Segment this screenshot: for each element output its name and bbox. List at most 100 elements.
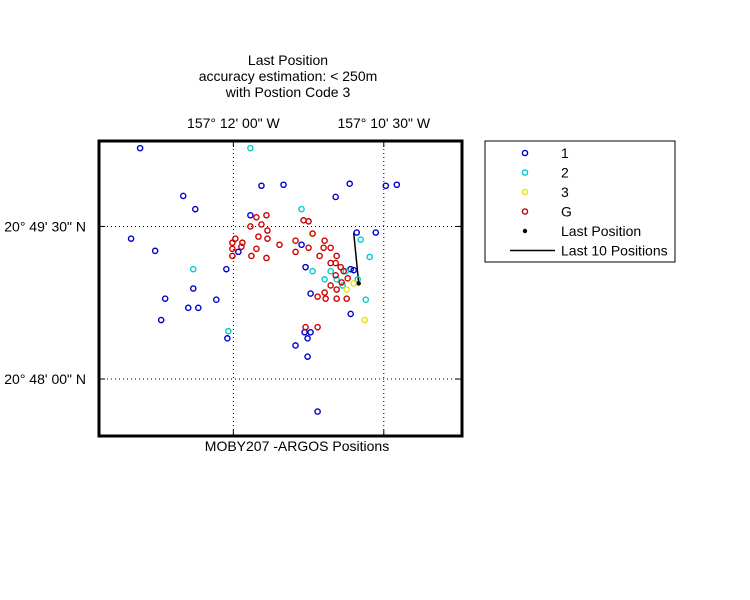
legend-marker bbox=[521, 149, 529, 157]
point-series-G bbox=[316, 252, 323, 260]
legend-entry: 3 bbox=[521, 184, 569, 200]
point-series-G bbox=[263, 211, 270, 219]
point-series-G bbox=[239, 239, 246, 247]
point-series-2 bbox=[225, 327, 232, 335]
point-series-1 bbox=[280, 181, 287, 189]
point-series-1 bbox=[307, 290, 314, 297]
point-series-G bbox=[229, 239, 236, 247]
axis-ticks: 157° 12' 00" W 157° 10' 30" W 20° 49' 30" … bbox=[4, 115, 462, 436]
point-series-G bbox=[264, 235, 271, 242]
point-series-1 bbox=[151, 247, 159, 255]
point-series-G bbox=[332, 271, 339, 279]
legend-entry: Last Position bbox=[522, 223, 641, 239]
point-series-2 bbox=[327, 267, 334, 275]
point-series-G bbox=[292, 237, 299, 244]
point-series-2 bbox=[298, 205, 305, 213]
point-series-G bbox=[229, 252, 236, 260]
legend-marker bbox=[521, 208, 529, 215]
point-series-2 bbox=[362, 296, 370, 303]
point-series-G bbox=[338, 279, 345, 286]
point-series-G bbox=[255, 233, 262, 240]
point-series-1 bbox=[301, 328, 308, 336]
point-series-2 bbox=[189, 265, 197, 273]
point-series-3 bbox=[350, 280, 358, 287]
point-series-G bbox=[248, 252, 255, 260]
point-series-1 bbox=[314, 408, 321, 415]
point-series-3 bbox=[361, 316, 369, 324]
point-series-1 bbox=[347, 310, 354, 318]
point-series-G bbox=[333, 252, 340, 260]
point-series-G bbox=[340, 267, 347, 275]
point-series-G bbox=[264, 227, 271, 234]
point-series-2 bbox=[333, 276, 340, 283]
legend-entry: 2 bbox=[521, 165, 569, 181]
point-series-1 bbox=[332, 193, 339, 201]
point-series-2 bbox=[339, 282, 346, 289]
point-series-G bbox=[302, 323, 309, 331]
y-tick-label: 20° 48' 00" N bbox=[4, 371, 86, 387]
title-line-2: accuracy estimation: < 250m bbox=[199, 68, 378, 84]
point-series-1 bbox=[223, 265, 230, 273]
point-series-2 bbox=[321, 276, 328, 283]
legend-entry: 1 bbox=[521, 145, 569, 161]
point-series-2 bbox=[309, 267, 316, 275]
legend-entry: Last 10 Positions bbox=[510, 243, 668, 259]
point-series-G bbox=[253, 245, 260, 253]
title-line-1: Last Position bbox=[248, 52, 328, 68]
point-series-1 bbox=[298, 241, 305, 249]
point-series-2 bbox=[366, 253, 374, 261]
point-series-3 bbox=[343, 286, 350, 293]
point-series-G bbox=[305, 218, 312, 225]
point-series-G bbox=[238, 243, 245, 251]
point-series-G bbox=[263, 254, 270, 262]
point-series-G bbox=[305, 244, 312, 252]
point-series-1 bbox=[346, 180, 353, 188]
point-series-G bbox=[327, 282, 334, 289]
point-series-G bbox=[309, 230, 316, 237]
point-series-1 bbox=[184, 304, 192, 312]
point-series-G bbox=[258, 221, 265, 228]
point-series-G bbox=[314, 323, 321, 331]
point-series-1 bbox=[224, 335, 231, 342]
legend-label: Last Position bbox=[561, 223, 641, 239]
chart-title: Last Position accuracy estimation: < 250… bbox=[199, 52, 378, 100]
legend-box bbox=[484, 140, 676, 263]
x-tick-label: 157° 12' 00" W bbox=[187, 115, 280, 131]
point-series-G bbox=[292, 248, 299, 256]
legend-label: 3 bbox=[561, 184, 569, 200]
point-series-G bbox=[232, 235, 239, 242]
legend-marker bbox=[522, 228, 528, 234]
data-points bbox=[127, 144, 401, 415]
point-series-1 bbox=[258, 182, 265, 190]
point-series-1 bbox=[191, 205, 199, 213]
point-series-G bbox=[337, 263, 344, 271]
point-series-G bbox=[344, 275, 351, 282]
point-series-1 bbox=[235, 248, 242, 256]
point-series-1 bbox=[302, 263, 309, 271]
legend-marker bbox=[521, 169, 529, 176]
point-series-1 bbox=[127, 235, 135, 242]
point-series-1 bbox=[136, 144, 144, 152]
plot-frame bbox=[97, 139, 464, 438]
point-series-G bbox=[327, 244, 334, 252]
point-series-1 bbox=[353, 229, 361, 236]
point-series-G bbox=[321, 237, 328, 244]
point-series-1 bbox=[307, 328, 314, 336]
point-series-1 bbox=[372, 229, 380, 236]
point-series-1 bbox=[161, 295, 169, 302]
point-series-G bbox=[333, 286, 340, 293]
title-line-3: with Postion Code 3 bbox=[225, 84, 351, 100]
point-series-G bbox=[247, 223, 254, 230]
point-series-1 bbox=[194, 304, 202, 312]
last-position-point bbox=[356, 281, 361, 286]
legend: 1 2 3 G Last Position Last 10 Positions bbox=[484, 140, 676, 263]
point-series-2 bbox=[357, 236, 365, 243]
point-series-G bbox=[343, 295, 350, 302]
point-series-G bbox=[322, 295, 329, 302]
legend-label: G bbox=[561, 204, 572, 220]
point-series-2 bbox=[247, 144, 254, 152]
point-series-G bbox=[229, 245, 236, 253]
point-series-1 bbox=[304, 335, 311, 342]
legend-entry: G bbox=[521, 204, 572, 220]
